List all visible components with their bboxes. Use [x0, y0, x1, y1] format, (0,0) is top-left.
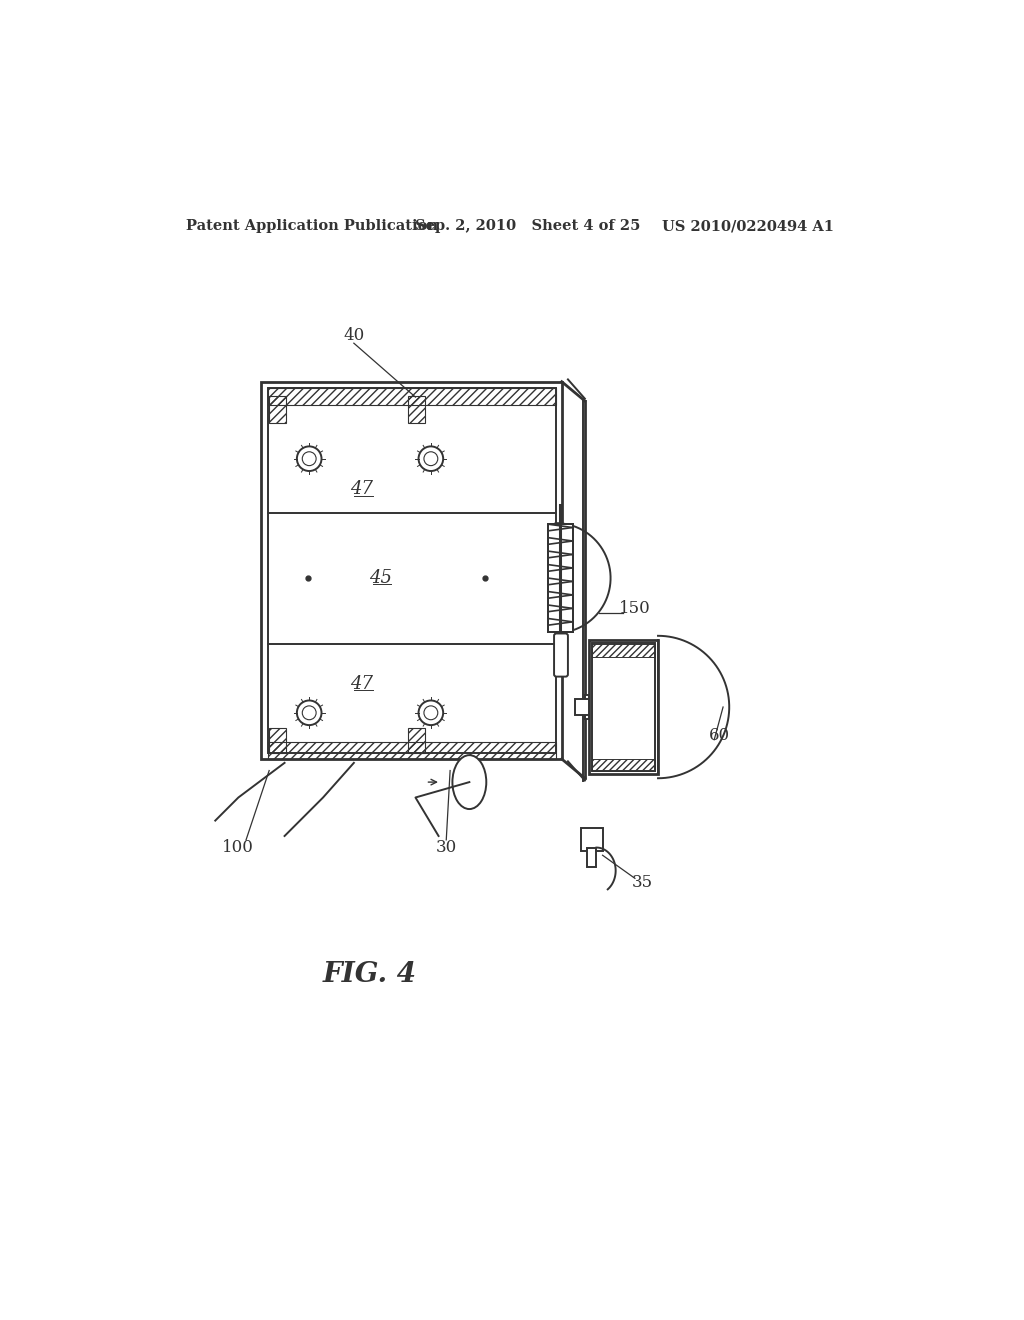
Bar	[269, 729, 286, 752]
Bar	[574, 700, 589, 714]
Text: 47: 47	[350, 675, 373, 693]
Circle shape	[297, 701, 322, 725]
Text: 150: 150	[620, 601, 651, 618]
Text: 47: 47	[350, 480, 373, 499]
Bar	[592, 643, 655, 771]
Bar	[581, 829, 602, 851]
Bar	[267, 388, 556, 752]
Bar	[267, 742, 556, 759]
Bar	[267, 388, 556, 405]
Bar	[269, 396, 286, 424]
FancyBboxPatch shape	[554, 634, 568, 677]
Text: 60: 60	[709, 727, 730, 744]
Ellipse shape	[453, 755, 486, 809]
Text: Sep. 2, 2010   Sheet 4 of 25: Sep. 2, 2010 Sheet 4 of 25	[416, 219, 641, 234]
Bar	[548, 524, 572, 632]
Bar	[589, 640, 658, 775]
Text: US 2010/0220494 A1: US 2010/0220494 A1	[662, 219, 834, 234]
Bar	[585, 696, 589, 718]
Bar	[548, 524, 572, 632]
Bar	[587, 847, 596, 867]
Circle shape	[419, 701, 443, 725]
Bar	[408, 729, 425, 752]
Text: FIG. 4: FIG. 4	[323, 961, 417, 989]
Circle shape	[297, 446, 322, 471]
Bar	[548, 524, 572, 632]
Circle shape	[419, 446, 443, 471]
Bar	[592, 644, 655, 656]
Text: 45: 45	[370, 569, 392, 587]
Bar	[408, 396, 425, 424]
Text: 30: 30	[435, 840, 457, 857]
Bar	[592, 759, 655, 771]
Bar	[261, 381, 562, 759]
Text: 100: 100	[222, 840, 254, 857]
Text: Patent Application Publication: Patent Application Publication	[186, 219, 438, 234]
Text: 40: 40	[343, 327, 365, 345]
Text: 35: 35	[632, 874, 653, 891]
